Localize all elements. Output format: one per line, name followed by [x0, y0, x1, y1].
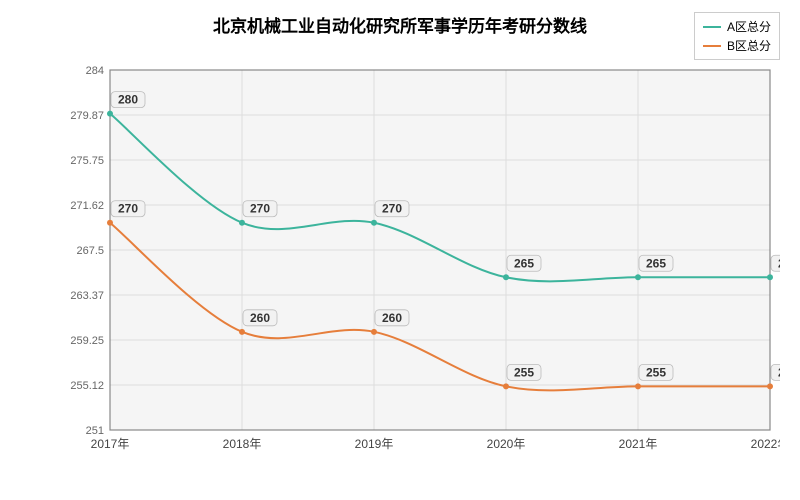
- plot-area: 251 255.12 259.25 263.37 267.5 271.62 275.75 27…: [60, 60, 780, 460]
- data-point: [767, 274, 773, 280]
- y-tick-label: 267.5: [76, 245, 104, 257]
- data-label: 265: [514, 256, 534, 270]
- y-tick-label: 279.87: [70, 110, 104, 122]
- legend-swatch-b: [703, 45, 721, 47]
- data-label: 255: [778, 365, 780, 379]
- data-point: [107, 111, 113, 117]
- data-point: [107, 220, 113, 226]
- y-tick-label: 275.75: [70, 155, 104, 167]
- x-tick-label: 2017年: [91, 437, 130, 451]
- chart-title: 北京机械工业自动化研究所军事学历年考研分数线: [213, 12, 587, 37]
- data-point: [371, 329, 377, 335]
- data-label: 270: [250, 202, 270, 216]
- y-tick-label: 255.12: [70, 380, 104, 392]
- data-label: 260: [250, 311, 270, 325]
- data-point: [239, 220, 245, 226]
- y-tick-label: 263.37: [70, 290, 104, 302]
- x-tick-label: 2019年: [355, 437, 394, 451]
- data-point: [503, 274, 509, 280]
- legend-swatch-a: [703, 26, 721, 28]
- data-label: 255: [646, 365, 666, 379]
- y-tick-label: 259.25: [70, 335, 104, 347]
- chart-svg: 251 255.12 259.25 263.37 267.5 271.62 275.75 27…: [60, 60, 780, 460]
- data-point: [239, 329, 245, 335]
- data-label: 265: [646, 256, 666, 270]
- data-point: [635, 274, 641, 280]
- data-point: [371, 220, 377, 226]
- x-tick-label: 2021年: [619, 437, 658, 451]
- y-tick-label: 251: [86, 425, 104, 437]
- data-label: 260: [382, 311, 402, 325]
- legend-label-b: B区总分: [727, 37, 771, 54]
- legend-label-a: A区总分: [727, 18, 771, 35]
- legend-item-b: B区总分: [703, 36, 771, 55]
- data-label: 265: [778, 256, 780, 270]
- y-tick-label: 284: [86, 65, 104, 77]
- data-label: 270: [382, 202, 402, 216]
- data-point: [635, 383, 641, 389]
- data-label: 270: [118, 202, 138, 216]
- data-label: 255: [514, 365, 534, 379]
- x-tick-label: 2020年: [487, 437, 526, 451]
- legend: A区总分 B区总分: [694, 12, 780, 60]
- x-tick-label: 2018年: [223, 437, 262, 451]
- y-tick-label: 271.62: [70, 200, 104, 212]
- data-label: 280: [118, 93, 138, 107]
- legend-item-a: A区总分: [703, 17, 771, 36]
- data-point: [503, 383, 509, 389]
- data-point: [767, 383, 773, 389]
- chart-container: 北京机械工业自动化研究所军事学历年考研分数线 A区总分 B区总分 251 255.…: [0, 0, 800, 500]
- x-tick-label: 2022年: [751, 437, 780, 451]
